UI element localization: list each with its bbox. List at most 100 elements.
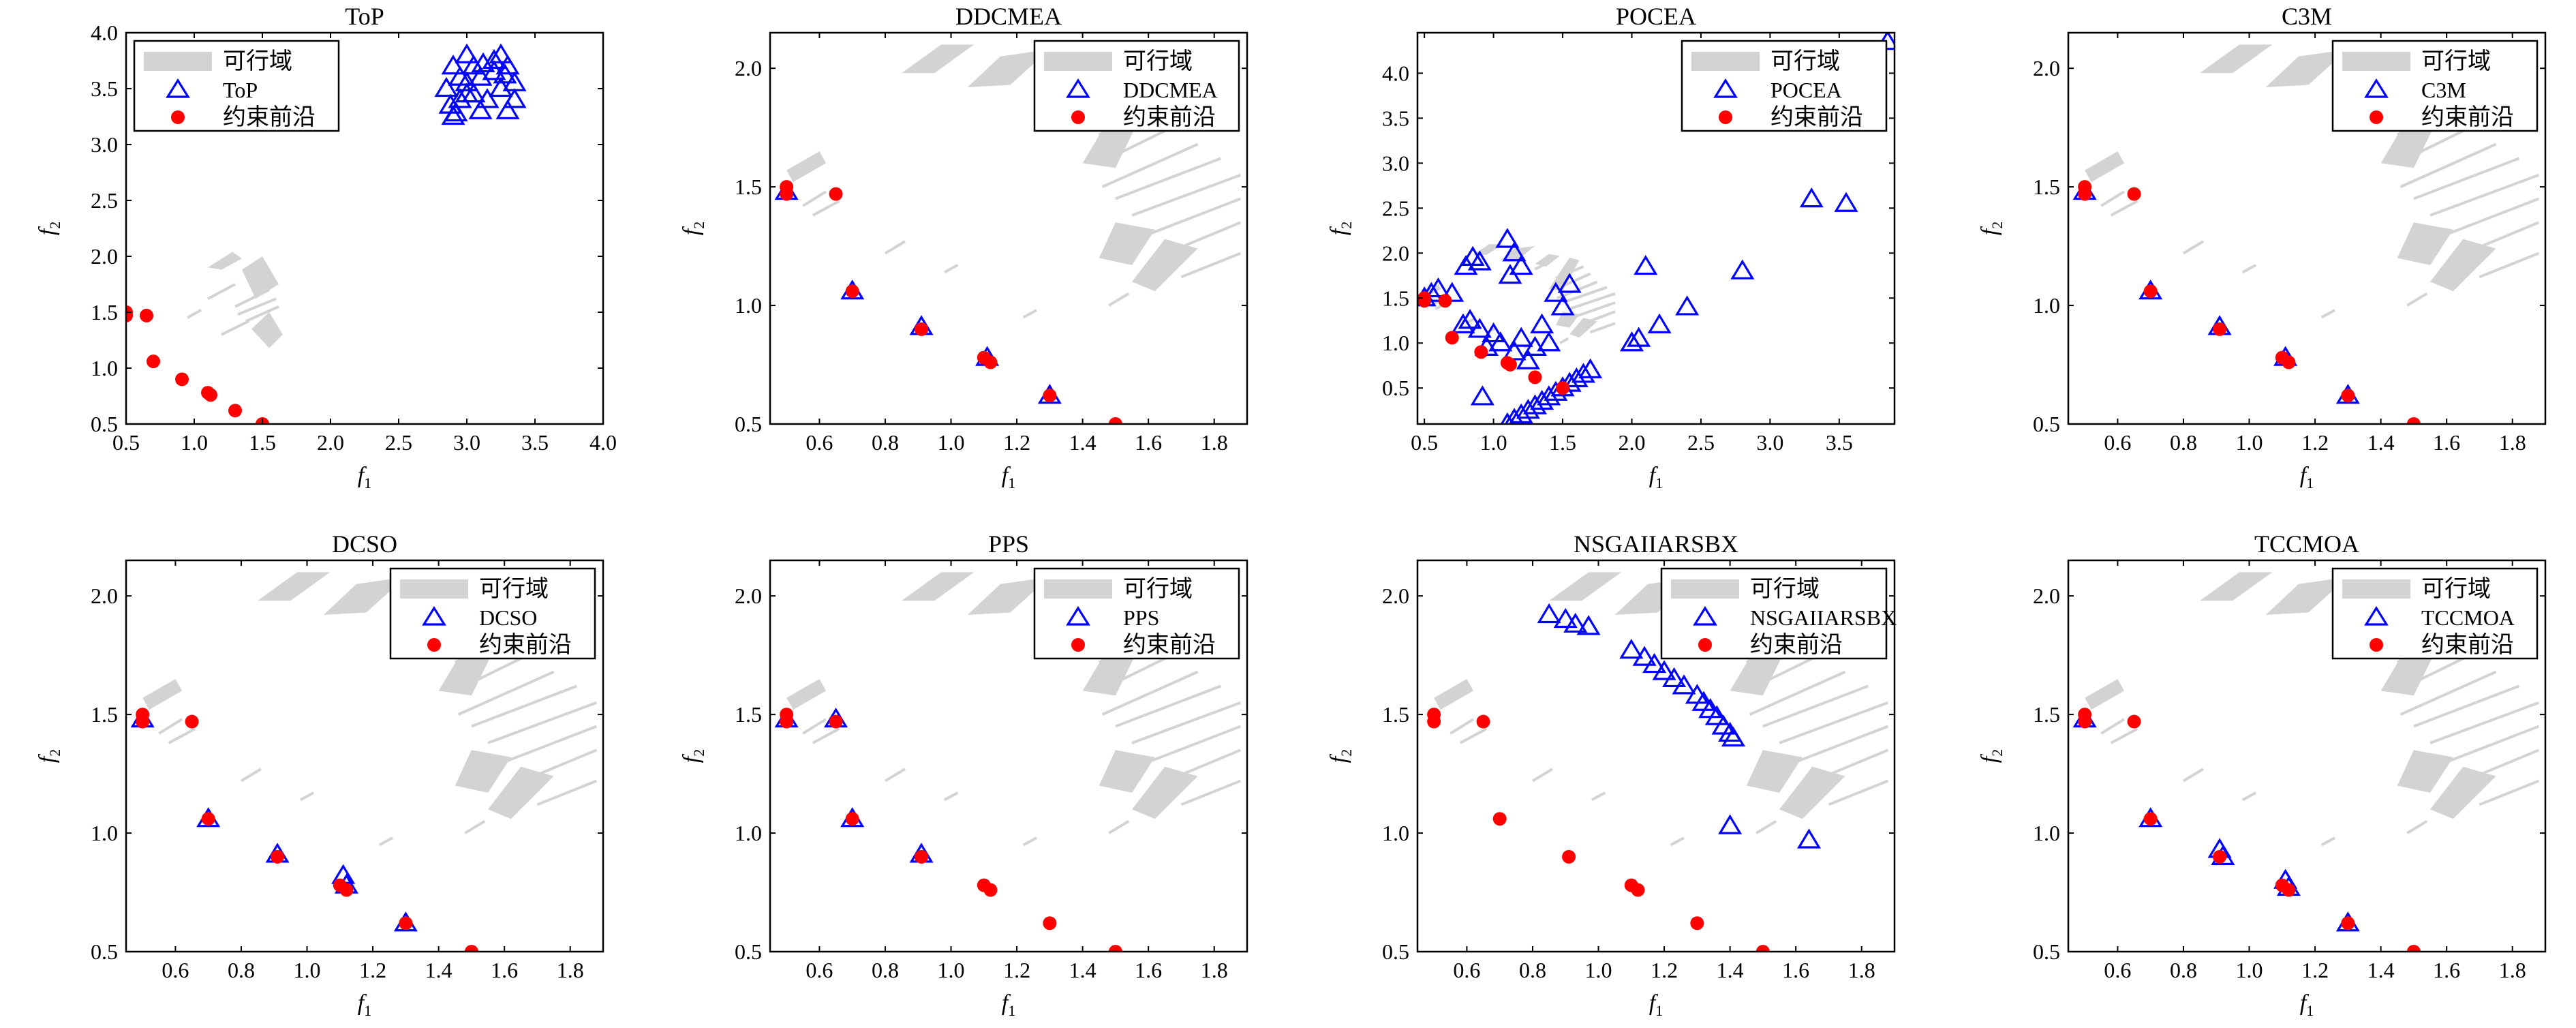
feasible-region-stroke [1148,197,1242,236]
feasible-region-patch [323,577,406,616]
feasible-region-patch [2200,572,2273,601]
feasible-region-patch [1555,312,1580,328]
legend-feasible-label: 可行域 [2421,576,2491,602]
front-marker [2282,355,2296,369]
y-tick-label: 2.5 [1382,196,1409,220]
x-tick-label: 1.0 [1480,430,1507,455]
feasible-region-stroke [1131,701,1242,744]
feasible-region-stroke [158,718,183,735]
solution-marker [1440,282,1465,302]
x-tick-label: 1.6 [491,958,518,982]
y-axis-label: f2 [679,222,707,235]
x-tick-label: 0.6 [162,958,189,982]
y-axis-label: f2 [1326,222,1355,235]
legend-front-label: 约束前沿 [479,632,572,658]
feasible-region-stroke [457,670,555,716]
y-tick-label: 0.5 [735,939,762,964]
x-tick-label: 1.4 [2367,430,2395,455]
subplot-dcso: 0.6 0.8 1.0 1.2 1.4 1.6 1.8 0.5 1.0 1.5 2.0 DCSO f1 f… [35,530,604,1019]
x-tick-label: 1.8 [1201,430,1228,455]
front-marker [339,883,354,897]
legend-feasible-swatch [144,52,212,71]
y-axis-label: f2 [1977,749,2006,763]
solution-marker [1647,313,1672,333]
y-axis-label: f2 [35,749,63,763]
feasible-region-stroke [1180,252,1242,279]
legend-algo-label: DDCMEA [1123,78,1218,102]
legend-front-label: 约束前沿 [2421,632,2514,658]
legend-dot-icon [1071,638,1085,652]
y-tick-label: 0.5 [91,939,118,964]
legend-feasible-label: 可行域 [1123,48,1193,74]
front-marker [399,916,413,931]
legend-front-label: 约束前沿 [1770,104,1863,130]
x-tick-label: 1.0 [294,958,321,982]
solution-marker [1576,615,1601,635]
x-axis-label: f1 [2300,463,2314,492]
solution-marker [1799,187,1824,208]
feasible-region-stroke [471,684,578,728]
feasible-region-patch [2430,239,2496,292]
feasible-region-stroke [1559,337,1569,344]
solution-marker [1470,385,1494,406]
x-tick-label: 2.5 [385,430,412,455]
feasible-region-stroke [2182,240,2204,255]
x-tick-label: 1.4 [1069,430,1097,455]
front-marker [1528,370,1542,384]
feasible-region-stroke [884,240,906,255]
solution-marker [1571,363,1596,383]
feasible-region-stroke [884,768,906,783]
x-tick-label: 1.0 [938,430,965,455]
y-tick-label: 2.0 [91,584,118,608]
front-marker [1492,812,1507,826]
feasible-region-stroke [2110,727,2138,744]
front-marker [1427,714,1441,729]
x-tick-label: 1.6 [2433,958,2460,982]
x-axis-subscript: 1 [2306,1002,2314,1019]
feasible-region-stroke [2241,264,2257,274]
feasible-region-patch [1549,572,1622,601]
front-marker [2127,187,2141,201]
legend-front-label: 约束前沿 [1123,632,1216,658]
feasible-region-stroke [2182,768,2204,783]
feasible-region-stroke [207,283,236,301]
x-tick-label: 3.5 [1826,430,1853,455]
solution-marker [1718,814,1743,834]
y-tick-label: 4.0 [1382,61,1409,85]
feasible-region-patch [1535,254,1560,267]
feasible-region-stroke [299,791,315,802]
front-marker [1445,331,1459,345]
y-tick-label: 1.5 [91,300,118,324]
y-tick-label: 3.0 [1382,151,1409,175]
solution-marker [1704,705,1729,725]
feasible-region-patch [967,49,1050,88]
feasible-region-stroke [802,718,827,735]
front-marker [780,187,794,201]
solution-marker [1675,295,1700,316]
feasible-region-patch [2265,49,2348,88]
front-marker [271,849,285,864]
legend-triangle-icon [422,605,446,626]
y-tick-label: 3.5 [1382,106,1409,130]
legend-feasible-swatch [1691,52,1760,71]
solution-marker [1498,264,1522,284]
x-tick-label: 1.6 [1782,958,1809,982]
feasible-region-stroke [1108,819,1130,834]
solution-marker [1627,327,1651,347]
solution-marker [1563,612,1588,633]
feasible-region-patch [2397,750,2453,793]
feasible-region-stroke [536,779,598,806]
front-marker [228,404,242,418]
x-axis-subscript: 1 [1655,474,1663,492]
y-axis-subscript: 2 [1989,749,2006,757]
axes-box [1416,559,1896,953]
axes-box [2067,559,2547,953]
solution-marker [471,52,495,73]
legend-triangle-icon [166,78,190,98]
y-tick-label: 2.0 [735,584,762,608]
feasible-region-stroke [2453,221,2540,260]
x-tick-label: 2.0 [1618,430,1645,455]
